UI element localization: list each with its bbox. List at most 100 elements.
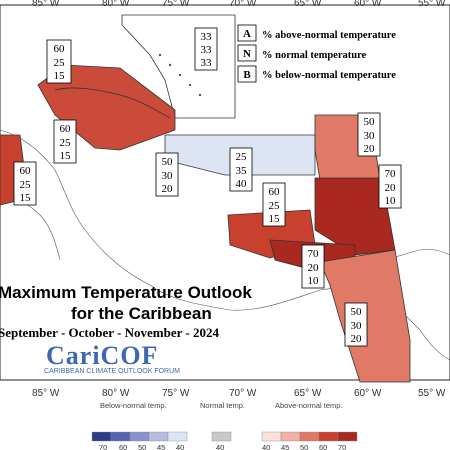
colorbar-normal-swatch	[211, 431, 232, 442]
colorbar: Below-normal temp. Normal temp. Above-no…	[91, 401, 358, 450]
colorbar-below-swatch-60	[110, 431, 131, 442]
prob-b: 20	[364, 143, 376, 155]
prob-box-abc: 60 25 15	[262, 182, 286, 227]
lon-top-80: 80° W	[102, 0, 130, 9]
colorbar-tick-above-60: 60	[319, 443, 327, 450]
colorbar-above-swatch-40	[261, 431, 282, 442]
lon-bottom-70: 70° W	[229, 388, 257, 399]
colorbar-tick-below-50: 50	[138, 443, 146, 450]
bottom-longitude-axis: 85° W 80° W 75° W 70° W 65° W 60° W 55° …	[32, 388, 446, 399]
prob-b: 20	[351, 333, 363, 345]
prob-b: 33	[201, 57, 213, 69]
prob-b: 10	[308, 275, 320, 287]
prob-a: 50	[364, 116, 376, 128]
legend-abbr-a: A	[243, 28, 251, 40]
lon-top-55: 55° W	[418, 0, 446, 9]
lon-bottom-75: 75° W	[162, 388, 190, 399]
colorbar-below-label: Below-normal temp.	[100, 401, 167, 410]
colorbar-above-swatch-50	[299, 431, 320, 442]
prob-b: 10	[385, 195, 397, 207]
colorbar-tick-below-40: 40	[176, 443, 184, 450]
lon-top-60: 60° W	[354, 0, 382, 9]
lon-bottom-55: 55° W	[418, 388, 446, 399]
prob-b: 20	[162, 183, 174, 195]
prob-box-bahamas: 33 33 33	[194, 27, 218, 71]
prob-b: 15	[20, 192, 32, 204]
prob-n: 25	[54, 57, 66, 69]
prob-a: 60	[269, 186, 281, 198]
lon-top-65: 65° W	[294, 0, 322, 9]
map-season: September - October - November - 2024	[0, 325, 219, 340]
prob-n: 33	[201, 44, 213, 56]
prob-b: 15	[60, 150, 72, 162]
legend-text-normal: % normal temperature	[262, 50, 367, 61]
prob-box-guianas: 50 30 20	[344, 302, 368, 347]
lon-top-75: 75° W	[162, 0, 190, 9]
top-longitude-axis: 85° W 80° W 75° W 70° W 65° W 60° W 55° …	[32, 0, 446, 9]
prob-a: 70	[308, 248, 320, 260]
prob-a: 60	[54, 43, 66, 55]
colorbar-above-swatch-70	[337, 431, 358, 442]
colorbar-below-swatch-50	[129, 431, 150, 442]
prob-a: 50	[162, 156, 174, 168]
prob-n: 20	[385, 182, 397, 194]
colorbar-above-swatch-45	[280, 431, 301, 442]
prob-a: 60	[60, 123, 72, 135]
prob-a: 50	[351, 306, 363, 318]
colorbar-tick-below-45: 45	[157, 443, 165, 450]
lon-bottom-60: 60° W	[354, 388, 382, 399]
logo-subtitle: CARIBBEAN CLIMATE OUTLOOK FORUM	[44, 368, 180, 375]
legend-abbr-b: B	[243, 69, 251, 81]
colorbar-tick-above-45: 45	[281, 443, 289, 450]
prob-box-cuba-north: 60 25 15	[46, 39, 72, 84]
colorbar-tick-below-70: 70	[99, 443, 107, 450]
legend-abbr-n: N	[243, 48, 251, 60]
abn-legend: A N B % above-normal temperature % norma…	[237, 24, 396, 83]
prob-box-belize: 60 25 15	[13, 161, 37, 206]
colorbar-tick-above-70: 70	[338, 443, 346, 450]
prob-n: 25	[20, 179, 32, 191]
map-title-line1: Maximum Temperature Outlook	[0, 283, 252, 302]
prob-a: 60	[20, 165, 32, 177]
colorbar-tick-above-50: 50	[300, 443, 308, 450]
lon-top-85: 85° W	[32, 0, 60, 9]
colorbar-above-label: Above-normal temp.	[275, 401, 343, 410]
prob-box-leeward: 50 30 20	[357, 112, 381, 157]
prob-n: 25	[60, 137, 72, 149]
prob-n: 35	[236, 165, 248, 177]
prob-box-cayman: 50 30 20	[155, 152, 179, 197]
cuba-island-outline	[54, 87, 171, 119]
colorbar-below-swatch-70	[91, 431, 112, 442]
prob-n: 20	[308, 262, 320, 274]
caricof-logo: CariCOF CARIBBEAN CLIMATE OUTLOOK FORUM	[44, 341, 180, 375]
logo-name: CariCOF	[46, 341, 158, 370]
prob-box-windward: 70 20 10	[378, 164, 402, 209]
prob-n: 30	[364, 130, 376, 142]
colorbar-below-swatch-45	[148, 431, 169, 442]
colorbar-tick-normal-40: 40	[216, 443, 224, 450]
prob-b: 40	[236, 178, 248, 190]
region-windward	[314, 177, 396, 256]
prob-n: 30	[162, 170, 174, 182]
prob-box-hispaniola: 25 35 40	[229, 147, 253, 192]
legend-text-below: % below-normal temperature	[262, 70, 396, 81]
lon-bottom-65: 65° W	[294, 388, 322, 399]
prob-b: 15	[54, 70, 66, 82]
prob-n: 25	[269, 200, 281, 212]
prob-box-cuba-south: 60 25 15	[53, 119, 77, 164]
lon-top-70: 70° W	[229, 0, 257, 9]
colorbar-tick-above-40: 40	[262, 443, 270, 450]
lon-bottom-80: 80° W	[102, 388, 130, 399]
lon-bottom-85: 85° W	[32, 388, 60, 399]
prob-box-trinidad: 70 20 10	[301, 244, 325, 289]
colorbar-below-swatch-40	[167, 431, 188, 442]
colorbar-normal-label: Normal temp.	[200, 401, 245, 410]
legend-text-above: % above-normal temperature	[262, 30, 396, 41]
prob-a: 33	[201, 31, 213, 43]
prob-a: 25	[236, 151, 248, 163]
prob-a: 70	[385, 168, 397, 180]
prob-b: 15	[269, 213, 281, 225]
colorbar-above-swatch-60	[318, 431, 339, 442]
colorbar-tick-below-60: 60	[119, 443, 127, 450]
